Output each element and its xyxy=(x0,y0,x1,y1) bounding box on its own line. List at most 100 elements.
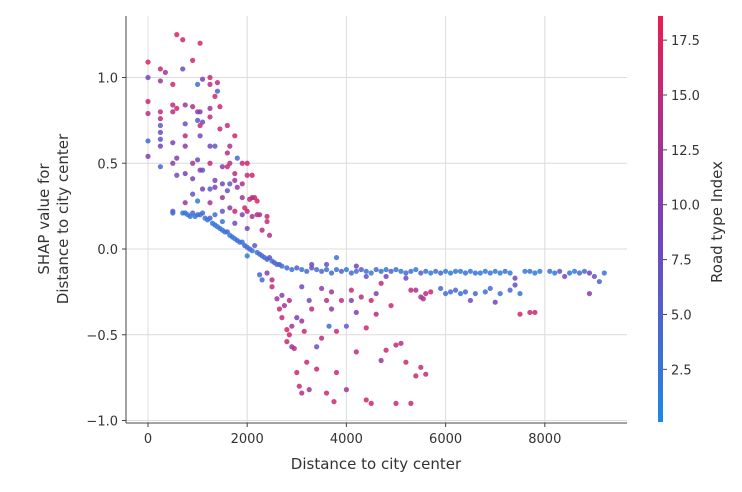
data-point xyxy=(557,268,563,274)
data-point xyxy=(174,172,180,178)
data-point xyxy=(363,273,369,280)
data-point xyxy=(408,400,414,406)
data-point xyxy=(383,347,389,353)
data-point xyxy=(373,311,379,317)
data-point xyxy=(398,340,404,346)
data-point xyxy=(309,261,315,268)
colorbar-ticks: 2.5 5.0 7.5 10.0 12.5 15.0 17.5 xyxy=(663,34,700,378)
data-point xyxy=(423,371,429,377)
data-point xyxy=(428,289,434,295)
data-point xyxy=(304,359,310,365)
y-tick-label: 0.5 xyxy=(97,157,118,172)
data-point xyxy=(180,66,186,72)
data-point xyxy=(157,122,163,129)
data-point xyxy=(187,213,193,220)
data-point xyxy=(323,390,330,396)
y-axis-label-line2: Distance to city center xyxy=(54,133,72,304)
data-point xyxy=(284,265,290,271)
data-point xyxy=(363,397,369,403)
data-point xyxy=(403,275,409,281)
data-point xyxy=(333,328,340,334)
data-point xyxy=(331,399,337,405)
grid-lines xyxy=(126,16,627,423)
data-point xyxy=(363,268,369,274)
data-point xyxy=(596,278,602,285)
data-point xyxy=(393,266,399,273)
data-point xyxy=(522,268,528,274)
data-point xyxy=(234,184,240,190)
data-point xyxy=(338,297,345,304)
data-point xyxy=(224,122,230,129)
data-point xyxy=(353,309,359,316)
data-point xyxy=(190,176,196,182)
data-point xyxy=(199,167,206,173)
colorbar-tick-label: 2.5 xyxy=(671,363,692,378)
data-point xyxy=(562,273,568,280)
data-point xyxy=(482,268,488,274)
data-point xyxy=(190,160,196,166)
data-point xyxy=(170,109,176,115)
colorbar-tick-label: 5.0 xyxy=(671,308,692,323)
data-point xyxy=(443,268,449,274)
data-point xyxy=(601,270,607,276)
data-point xyxy=(403,270,409,276)
data-point xyxy=(348,297,354,304)
data-point xyxy=(232,170,238,177)
data-point xyxy=(353,268,359,274)
colorbar-tick-label: 10.0 xyxy=(671,199,700,214)
x-tick-label: 6000 xyxy=(429,432,462,447)
data-point xyxy=(393,342,399,348)
data-point xyxy=(259,227,265,233)
data-point xyxy=(212,212,218,218)
colorbar xyxy=(658,16,663,422)
data-point xyxy=(348,270,354,276)
data-point xyxy=(252,242,258,249)
data-point xyxy=(507,270,513,276)
data-point xyxy=(182,121,188,127)
data-point xyxy=(224,188,230,194)
data-point xyxy=(333,369,340,376)
data-point xyxy=(279,315,285,321)
data-point xyxy=(413,266,419,273)
colorbar-tick-label: 17.5 xyxy=(671,34,700,49)
data-point xyxy=(492,268,498,274)
x-tick-label: 4000 xyxy=(330,432,363,447)
data-point xyxy=(408,268,414,274)
data-point xyxy=(254,198,260,204)
colorbar-tick-label: 15.0 xyxy=(671,89,700,104)
data-point xyxy=(145,153,151,159)
data-point xyxy=(306,297,312,304)
data-point xyxy=(232,177,238,183)
data-point xyxy=(249,248,255,254)
data-point xyxy=(383,266,389,273)
y-ticks: −1.0 −0.5 0.0 0.5 1.0 xyxy=(86,72,126,430)
data-point xyxy=(487,270,493,276)
data-point xyxy=(199,76,206,82)
data-point xyxy=(299,284,305,290)
data-point xyxy=(269,284,275,290)
data-point xyxy=(195,157,201,163)
data-point xyxy=(447,289,454,295)
data-point xyxy=(227,143,233,149)
data-point xyxy=(195,198,201,204)
data-point xyxy=(447,270,454,276)
data-point xyxy=(314,266,320,273)
data-point xyxy=(192,213,198,220)
data-point xyxy=(239,212,245,218)
data-point xyxy=(157,78,163,84)
data-point xyxy=(239,194,245,201)
data-point xyxy=(532,270,538,276)
data-point xyxy=(393,400,399,406)
data-point xyxy=(467,297,473,304)
data-point xyxy=(586,270,593,276)
x-tick-label: 0 xyxy=(144,432,152,447)
data-point xyxy=(591,273,598,280)
data-point xyxy=(259,277,265,283)
data-point xyxy=(343,387,349,393)
data-point xyxy=(214,80,221,86)
data-point xyxy=(264,218,270,225)
data-point xyxy=(157,136,163,142)
data-point xyxy=(452,268,459,274)
data-point xyxy=(467,268,473,274)
